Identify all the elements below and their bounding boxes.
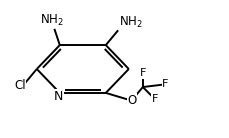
Text: NH$_2$: NH$_2$ (40, 13, 64, 28)
Text: N: N (54, 90, 63, 103)
Text: F: F (151, 94, 157, 104)
Text: NH$_2$: NH$_2$ (119, 14, 142, 30)
Text: O: O (127, 94, 136, 107)
Text: F: F (161, 79, 168, 89)
Text: Cl: Cl (14, 79, 25, 92)
Text: F: F (139, 68, 145, 78)
